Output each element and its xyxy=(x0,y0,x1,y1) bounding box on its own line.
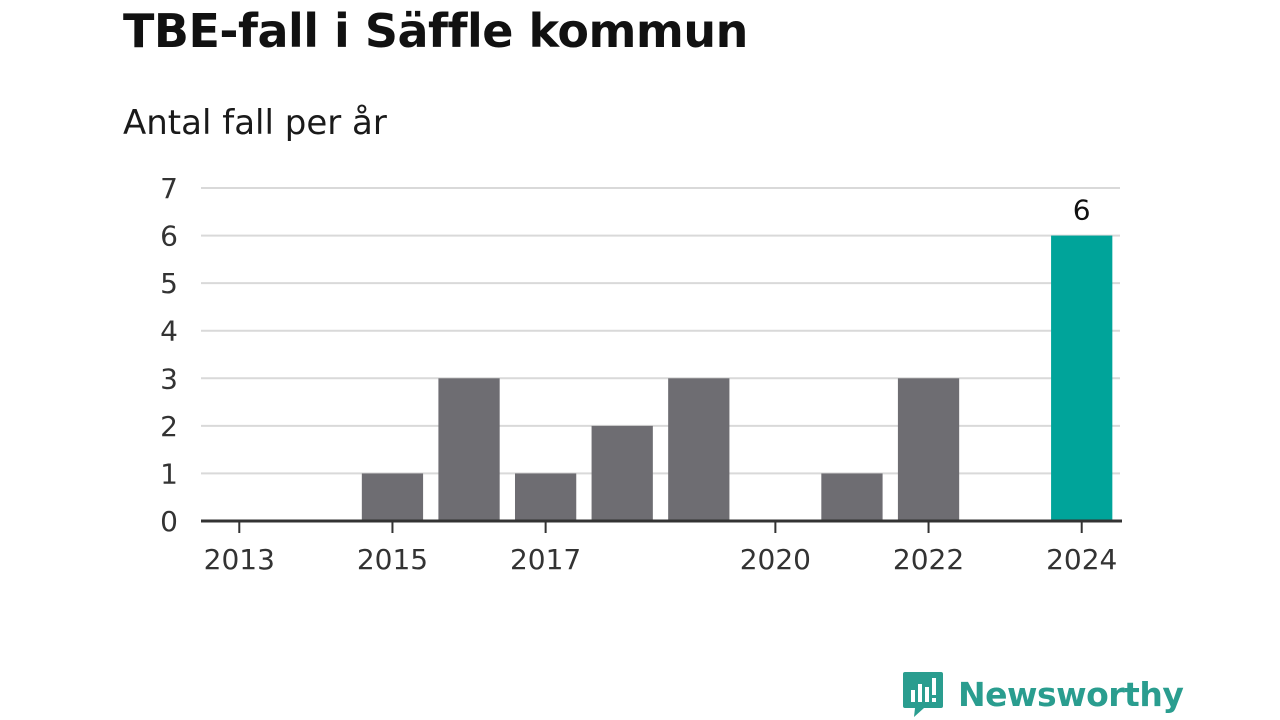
x-tick-label-2015: 2015 xyxy=(357,543,428,576)
bar-2022 xyxy=(897,378,960,521)
newsworthy-logo: Newsworthy xyxy=(902,670,1184,718)
x-tick-label-2024: 2024 xyxy=(1046,543,1117,576)
y-tick-label-5: 5 xyxy=(160,267,178,300)
chart-subtitle: Antal fall per år xyxy=(123,103,387,143)
bar-chart-speech-bubble-icon xyxy=(903,672,943,717)
bar-2019 xyxy=(668,378,730,521)
bar-2021 xyxy=(821,473,883,521)
x-tick-label-2022: 2022 xyxy=(893,543,964,576)
x-tick-label-2017: 2017 xyxy=(510,543,581,576)
bar-2017 xyxy=(514,473,577,521)
y-tick-label-1: 1 xyxy=(160,457,178,490)
axes xyxy=(201,519,1122,533)
y-tick-label-0: 0 xyxy=(160,505,178,538)
data-label-2024: 6 xyxy=(1073,194,1091,227)
labels: 0 1 2 3 4 5 6 7 2013 2015 2017 2020 2022 2024 6 xyxy=(160,172,1117,576)
bar-2016 xyxy=(438,378,500,521)
y-tick-label-7: 7 xyxy=(160,172,178,205)
bar-2024 xyxy=(1051,235,1113,522)
y-tick-label-6: 6 xyxy=(160,220,178,253)
y-tick-label-3: 3 xyxy=(160,362,178,395)
y-tick-label-4: 4 xyxy=(160,315,178,348)
y-tick-label-2: 2 xyxy=(160,410,178,443)
x-tick-label-2013: 2013 xyxy=(204,543,275,576)
bar-2015 xyxy=(361,473,424,521)
grid-lines xyxy=(201,187,1120,475)
bar-2018 xyxy=(591,425,653,521)
logo-text: Newsworthy xyxy=(958,674,1184,714)
x-tick-label-2020: 2020 xyxy=(740,543,811,576)
bars xyxy=(361,235,1113,522)
chart-title: TBE-fall i Säffle kommun xyxy=(123,4,748,58)
